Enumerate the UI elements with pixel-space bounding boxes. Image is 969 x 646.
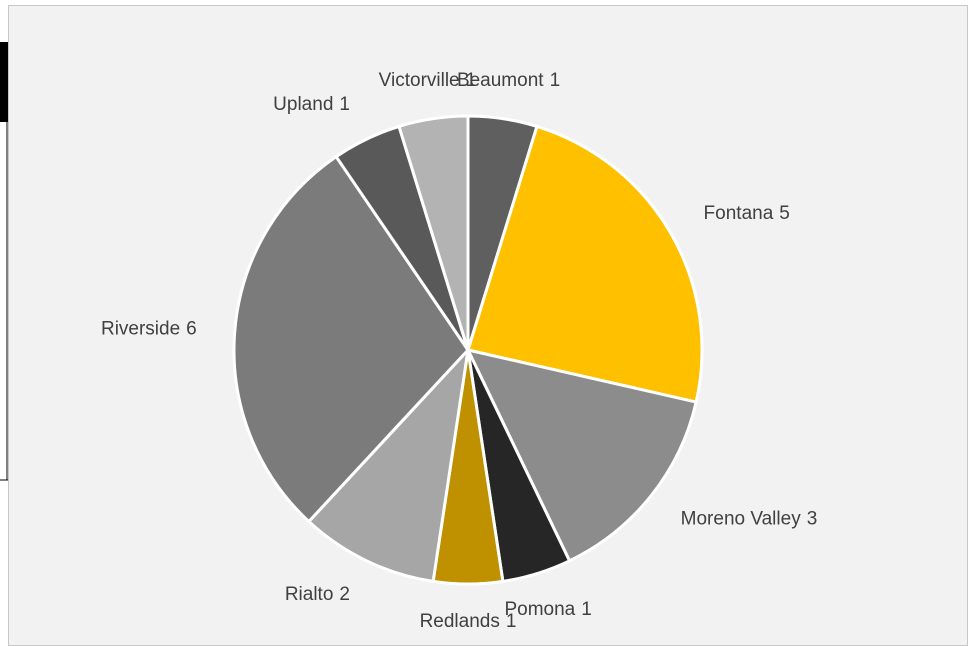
table-header — [0, 42, 8, 122]
label-value: 2 — [339, 584, 350, 605]
data-label: Beaumont 1 — [457, 70, 560, 91]
pie-slice — [232, 154, 470, 524]
label-value: 3 — [807, 509, 818, 530]
label-value: 1 — [550, 70, 561, 91]
label-value: 6 — [186, 319, 197, 340]
pie-slice — [397, 114, 470, 351]
label-category: Riverside — [101, 319, 180, 340]
label-value: 1 — [466, 70, 477, 91]
data-label: Upland 1 — [273, 94, 350, 115]
label-category: Fontana — [704, 203, 774, 224]
data-label: Fontana 5 — [704, 203, 790, 224]
label-value: 1 — [506, 611, 517, 632]
label-value: 1 — [339, 94, 350, 115]
pie-slice — [306, 345, 471, 584]
label-category: Beaumont — [457, 70, 544, 91]
label-category: Redlands — [420, 611, 500, 632]
data-label: Rialto 2 — [285, 584, 350, 605]
sheet-table-fragment — [0, 42, 8, 481]
data-label: Redlands 1 — [420, 611, 517, 632]
label-category: Moreno Valley — [681, 509, 802, 530]
label-category: Victorville — [379, 70, 460, 91]
data-label: Victorville 1 — [379, 70, 477, 91]
label-category: Pomona — [504, 599, 575, 620]
label-value: 1 — [581, 599, 592, 620]
data-label: Moreno Valley 3 — [681, 509, 818, 530]
pie-slice — [466, 124, 704, 404]
data-label: Pomona 1 — [504, 599, 591, 620]
data-label: Riverside 6 — [101, 319, 197, 340]
label-category: Upland — [273, 94, 333, 115]
label-category: Rialto — [285, 584, 334, 605]
label-value: 5 — [779, 203, 790, 224]
pie-slice — [465, 347, 698, 563]
